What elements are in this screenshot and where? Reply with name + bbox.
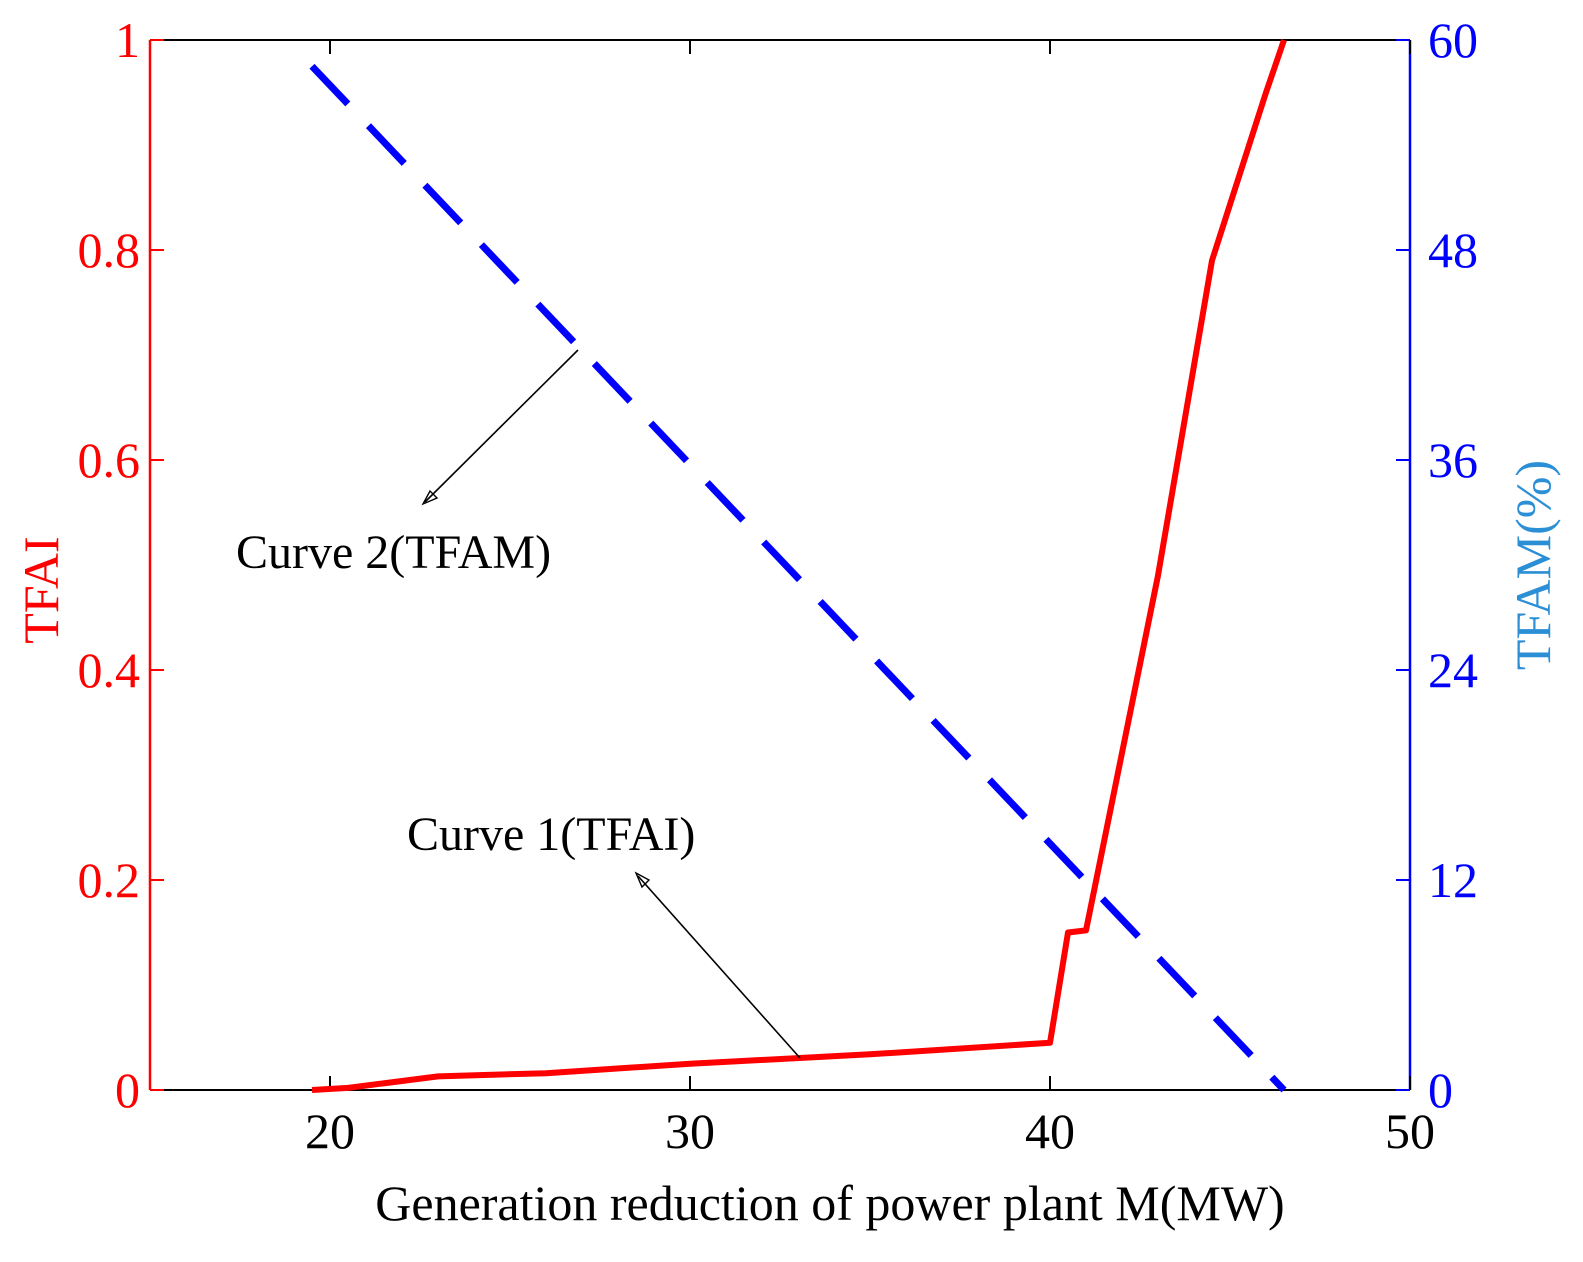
curve-2-annotation-label: Curve 2(TFAM) [236,526,551,579]
annotations: Curve 2(TFAM) Curve 1(TFAI) [236,349,801,1059]
left-y-tick-label: 0.2 [78,852,141,908]
series-layer [309,39,1287,1093]
x-axis-title: Generation reduction of power plant M(MW… [375,1175,1284,1231]
left-y-tick-label: 0 [115,1062,140,1118]
left-y-axis-title: TFAI [13,536,69,643]
curve-2-tfam-line [309,63,1287,1093]
left-y-tick-label: 0.8 [78,222,141,278]
x-axis-ticks: 20 30 40 50 [305,40,1435,1159]
x-tick-label: 40 [1025,1103,1075,1159]
x-tick-label: 20 [305,1103,355,1159]
right-y-tick-label: 48 [1428,222,1478,278]
right-y-tick-label: 36 [1428,432,1478,488]
left-y-tick-label: 1 [115,12,140,68]
curve-2-annotation-arrow [424,349,579,503]
x-tick-label: 50 [1385,1103,1435,1159]
left-y-axis-ticks: 0 0.2 0.4 0.6 0.8 1 [78,12,164,1118]
curve-1-tfai-line [311,39,1287,1093]
left-y-tick-label: 0.6 [78,432,141,488]
left-y-tick-label: 0.4 [78,642,141,698]
curve-1-arrow-head [634,871,651,889]
plot-frame [148,39,1412,1091]
right-y-tick-label: 24 [1428,642,1478,698]
curve-2-arrow-head [421,489,439,506]
right-y-tick-label: 0 [1428,1062,1453,1118]
right-y-tick-label: 60 [1428,12,1478,68]
right-y-axis-title: TFAM(%) [1505,460,1561,670]
curve-1-annotation-label: Curve 1(TFAI) [407,808,695,861]
curve-1-annotation-arrow [637,875,801,1059]
right-y-axis-ticks: 0 12 24 36 48 60 [1396,12,1478,1118]
x-tick-label: 30 [665,1103,715,1159]
right-y-tick-label: 12 [1428,852,1478,908]
